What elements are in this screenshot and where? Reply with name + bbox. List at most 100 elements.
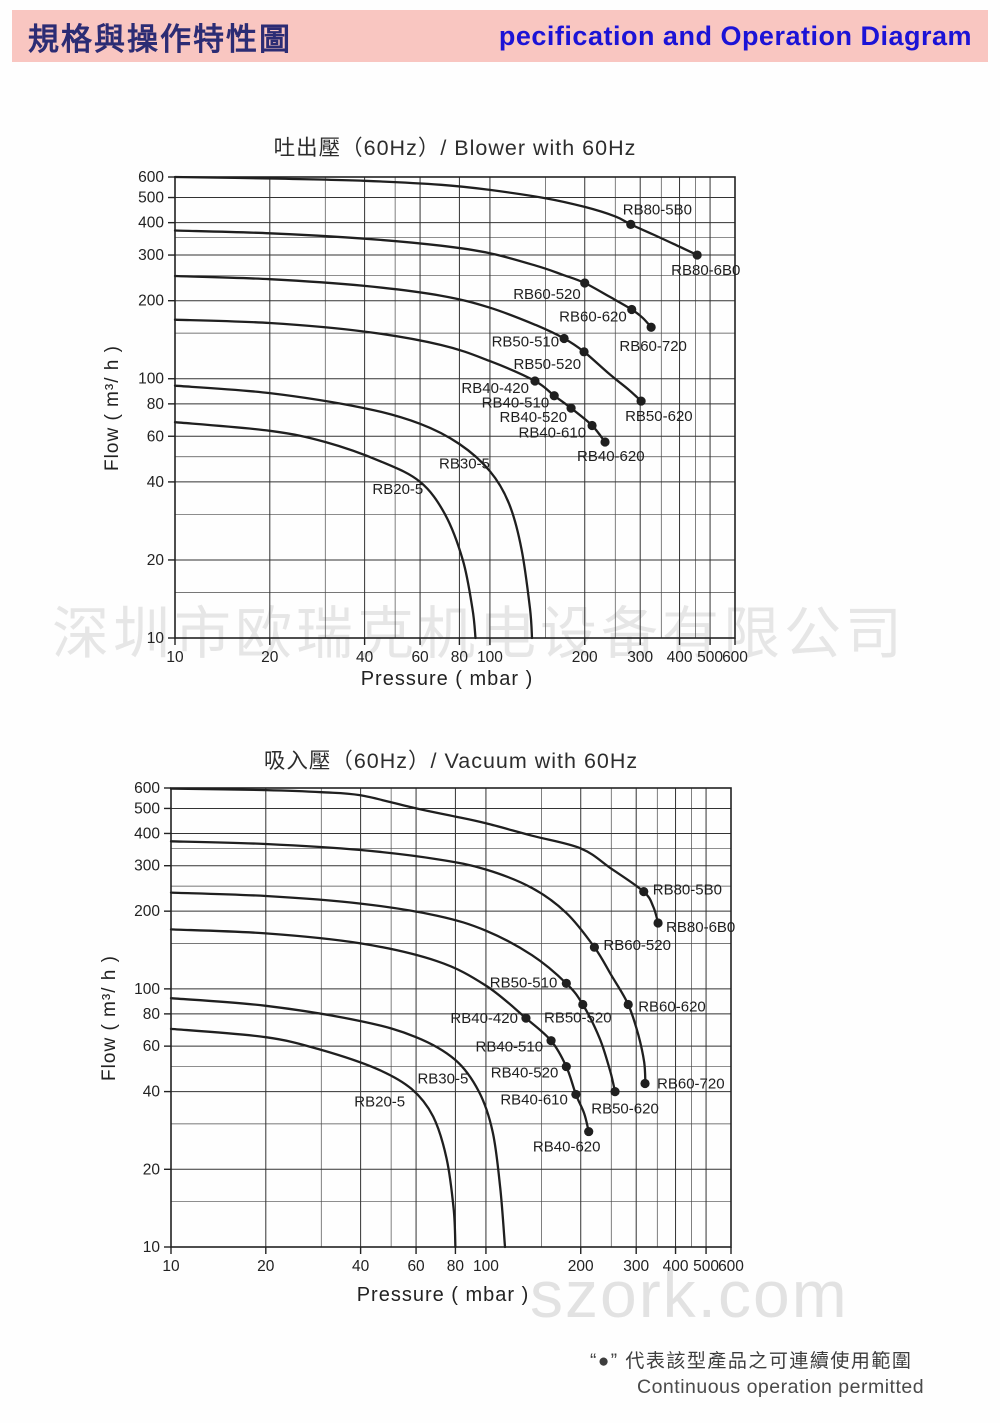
curve-label-RB50-520: RB50-520: [544, 1009, 612, 1026]
x-tick-label: 300: [623, 1258, 649, 1275]
dot-symbol: “●”: [590, 1351, 619, 1372]
x-tick-label: 300: [627, 649, 653, 666]
y-tick-label: 20: [147, 552, 165, 569]
x-tick-label: 80: [447, 1258, 465, 1275]
curve-label-RB60-720: RB60-720: [619, 338, 687, 355]
plot-border: [174, 176, 736, 639]
curve-RB80: [173, 175, 699, 257]
curve-label-RB60-620: RB60-620: [559, 308, 627, 325]
header-title-english: pecification and Operation Diagram: [498, 20, 972, 51]
continuous-operation-dot: [530, 376, 540, 386]
x-tick-label: 60: [407, 1258, 425, 1275]
continuous-operation-dot: [571, 1089, 581, 1100]
continuous-operation-dot: [521, 1013, 531, 1023]
curve-label-RB40-510: RB40-510: [482, 395, 550, 412]
curve-label-RB50-520: RB50-520: [514, 356, 582, 373]
continuous-operation-dot: [639, 887, 649, 897]
continuous-operation-dot: [640, 1078, 650, 1089]
continuous-operation-dot: [653, 918, 663, 928]
continuous-operation-dot: [549, 391, 559, 401]
plot-border: [170, 787, 732, 1248]
y-tick-label: 400: [134, 825, 160, 842]
y-tick-label: 500: [134, 800, 160, 817]
curve-label-RB40-620: RB40-620: [533, 1139, 601, 1156]
continuous-operation-dot: [566, 403, 576, 413]
y-tick-label: 600: [138, 169, 164, 186]
curve-label-RB60-520: RB60-520: [513, 286, 581, 303]
y-tick-label: 80: [143, 1006, 161, 1023]
y-tick-label: 500: [138, 190, 164, 207]
curve-label-RB60-620: RB60-620: [638, 998, 706, 1015]
continuous-operation-dot: [579, 347, 589, 357]
curve-label-RB40-520: RB40-520: [500, 409, 568, 426]
curve-label-RB50-510: RB50-510: [492, 333, 560, 350]
curve-label-RB20-5: RB20-5: [372, 481, 423, 498]
continuous-operation-dot: [646, 322, 656, 332]
y-tick-label: 60: [143, 1038, 161, 1055]
y-tick-label: 300: [138, 247, 164, 264]
x-tick-label: 80: [451, 649, 469, 666]
curve-label-RB80-5B0: RB80-5B0: [653, 882, 722, 899]
curve-RB50: [169, 891, 617, 1093]
curve-label-RB40-420: RB40-420: [461, 380, 529, 397]
y-tick-label: 10: [147, 630, 165, 647]
curve-label-RB80-6B0: RB80-6B0: [666, 919, 735, 936]
x-tick-label: 40: [356, 649, 374, 666]
y-tick-label: 100: [134, 981, 160, 998]
y-tick-label: 20: [143, 1161, 161, 1178]
y-tick-label: 400: [138, 215, 164, 232]
x-tick-label: 20: [261, 649, 279, 666]
curve-label-RB80-5B0: RB80-5B0: [623, 201, 692, 218]
curve-label-RB80-6B0: RB80-6B0: [671, 262, 740, 279]
continuous-operation-dot: [589, 942, 599, 952]
x-tick-label: 400: [667, 649, 693, 666]
continuous-operation-dot: [580, 278, 590, 288]
continuous-operation-dot: [584, 1126, 594, 1137]
curve-label-RB40-510: RB40-510: [476, 1039, 544, 1056]
curve-label-RB40-620: RB40-620: [577, 448, 645, 465]
x-tick-label: 20: [257, 1258, 275, 1275]
continuous-operation-dot: [636, 396, 646, 406]
y-tick-label: 200: [138, 293, 164, 310]
y-tick-label: 100: [138, 371, 164, 388]
y-tick-label: 60: [147, 428, 165, 445]
legend-continuous-operation-en: Continuous operation permitted: [637, 1376, 925, 1398]
blower-chart-title: 吐出壓（60Hz）/ Blower with 60Hz: [273, 136, 637, 160]
continuous-operation-dot: [610, 1086, 620, 1097]
x-tick-label: 200: [568, 1258, 594, 1275]
x-tick-label: 600: [722, 649, 748, 666]
continuous-operation-dot: [559, 333, 569, 344]
curve-label-RB40-610: RB40-610: [500, 1091, 568, 1108]
curve-RB20-5: [169, 1027, 457, 1249]
y-tick-label: 600: [134, 780, 160, 797]
curve-label-RB60-520: RB60-520: [603, 937, 671, 954]
continuous-operation-dot: [692, 250, 702, 260]
curve-RB20-5: [173, 421, 477, 640]
curve-label-RB60-720: RB60-720: [657, 1075, 725, 1092]
x-tick-label: 40: [352, 1258, 370, 1275]
x-tick-label: 500: [697, 649, 723, 666]
curve-RB30-5: [173, 384, 534, 640]
legend-zh-text: 代表該型產品之可連續使用範圍: [625, 1351, 913, 1372]
continuous-operation-dot: [623, 999, 633, 1010]
continuous-operation-dot: [561, 978, 571, 988]
curve-RB30-5: [169, 997, 507, 1249]
header-bar: 規格與操作特性圖 pecification and Operation Diag…: [12, 10, 988, 62]
curve-label-RB40-610: RB40-610: [519, 425, 587, 442]
y-tick-label: 300: [134, 858, 160, 875]
y-tick-label: 40: [143, 1084, 161, 1101]
curve-label-RB50-510: RB50-510: [490, 974, 558, 991]
continuous-operation-dot: [626, 219, 636, 229]
x-tick-label: 500: [693, 1258, 719, 1275]
continuous-operation-dot: [561, 1061, 571, 1072]
y-tick-label: 40: [147, 474, 165, 491]
curve-label-RB40-520: RB40-520: [491, 1065, 559, 1082]
blower-x-axis-label: Pressure ( mbar ): [360, 668, 534, 690]
continuous-operation-dot: [587, 420, 597, 431]
y-tick-label: 80: [147, 396, 165, 413]
curve-label-RB30-5: RB30-5: [417, 1070, 468, 1087]
watermark-company: 深圳市欧瑞克机电设备有限公司: [52, 602, 906, 666]
continuous-operation-dot: [627, 304, 637, 315]
